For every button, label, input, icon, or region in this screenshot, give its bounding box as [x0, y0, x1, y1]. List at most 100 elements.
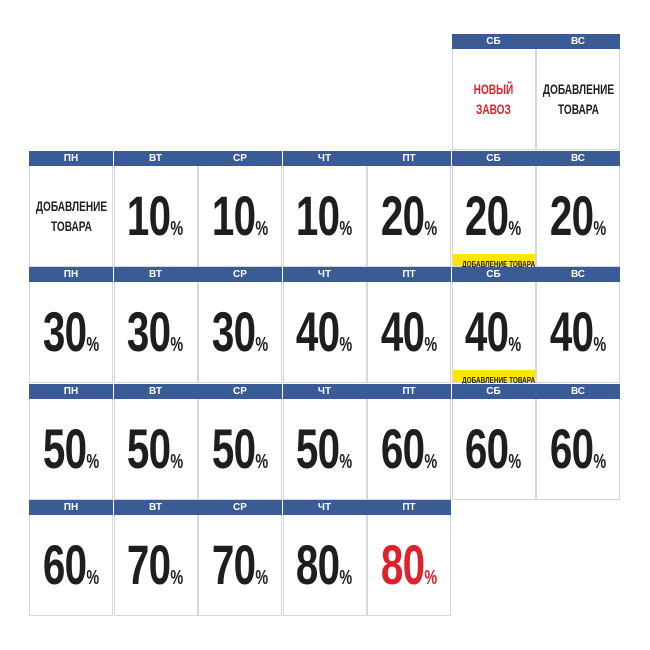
discount-value: 60%: [550, 421, 606, 477]
discount-value: 60%: [43, 537, 99, 593]
day-cell: ПТ 60%: [367, 384, 451, 500]
discount-number: 70: [127, 533, 171, 596]
percent-sign: %: [593, 218, 607, 240]
day-cell: ПН 60%: [29, 500, 113, 616]
day-cell: ВТ 30%: [113, 267, 198, 383]
percent-sign: %: [339, 567, 353, 589]
note-line: ТОВАРА: [557, 101, 599, 117]
discount-value: 10%: [212, 188, 268, 244]
day-header: ПН: [29, 267, 113, 282]
percent-sign: %: [424, 567, 438, 589]
discount-number: 60: [465, 417, 509, 480]
day-header: ВС: [536, 384, 620, 399]
cell-content: 50%: [199, 399, 281, 499]
cell-content: 60%: [453, 399, 535, 499]
discount-number: 20: [549, 184, 594, 247]
cell-content: 30%: [199, 282, 281, 382]
day-cell: ВТ 70%: [113, 500, 198, 616]
day-cell: ВС 20%: [536, 151, 620, 267]
discount-value: 10%: [296, 188, 352, 244]
cell-content: 70%: [199, 515, 281, 615]
percent-sign: %: [424, 334, 438, 356]
day-header: СР: [198, 151, 282, 166]
discount-value: 20%: [465, 188, 521, 244]
discount-value: 70%: [212, 537, 268, 593]
day-cell: ПН 50%: [29, 384, 113, 500]
cell-content: 30%: [30, 282, 112, 382]
cell-content: 50%: [30, 399, 112, 499]
day-header: ПН: [29, 500, 113, 515]
discount-value: 50%: [43, 421, 99, 477]
day-cell: СБ 60%: [451, 384, 536, 500]
discount-value: 20%: [550, 188, 606, 244]
discount-number: 50: [211, 417, 256, 480]
discount-value: 30%: [43, 304, 99, 360]
discount-value: 50%: [127, 421, 183, 477]
cell-content: 60%: [30, 515, 112, 615]
note-line: ДОБАВЛЕНИЕ: [542, 81, 614, 97]
day-header: ВТ: [113, 500, 198, 515]
percent-sign: %: [255, 334, 269, 356]
badge-text: ДОБАВЛЕНИЕ ТОВАРА: [461, 260, 535, 269]
percent-sign: %: [170, 451, 184, 473]
cell-content: 50%: [115, 399, 197, 499]
discount-number: 10: [296, 184, 340, 247]
day-cell: СБ НОВЫЙ ЗАВОЗ: [451, 34, 536, 150]
day-header: СБ: [451, 267, 536, 282]
cell-content: 10%: [115, 166, 197, 266]
percent-sign: %: [170, 334, 184, 356]
day-header: СР: [198, 267, 282, 282]
day-header: ЧТ: [282, 384, 367, 399]
cell-note: ДОБАВЛЕНИЕ ТОВАРА: [542, 79, 613, 119]
day-header: ЧТ: [282, 267, 367, 282]
cell-content: 40%: [537, 282, 619, 382]
day-header: СБ: [451, 151, 536, 166]
discount-number: 40: [380, 300, 425, 363]
cell-content: 10%: [284, 166, 366, 266]
cell-note: ДОБАВЛЕНИЕ ТОВАРА: [35, 196, 106, 236]
day-header: ПН: [29, 151, 113, 166]
percent-sign: %: [339, 218, 353, 240]
discount-value: 70%: [127, 537, 183, 593]
percent-sign: %: [339, 334, 353, 356]
day-cell: ВС 60%: [536, 384, 620, 500]
day-header: ПН: [29, 384, 113, 399]
cell-content: 20%: [368, 166, 450, 266]
day-header: ВС: [536, 34, 620, 49]
day-header: ПТ: [367, 500, 451, 515]
day-cell: ЧТ 40%: [282, 267, 367, 383]
discount-value: 20%: [381, 188, 437, 244]
percent-sign: %: [86, 451, 100, 473]
discount-value: 40%: [465, 304, 521, 360]
discount-number: 50: [42, 417, 87, 480]
percent-sign: %: [255, 451, 269, 473]
day-header: ЧТ: [282, 500, 367, 515]
discount-value: 80%: [381, 537, 437, 593]
note-line: ТОВАРА: [50, 218, 92, 234]
discount-number: 20: [380, 184, 425, 247]
day-cell: ВС ДОБАВЛЕНИЕ ТОВАРА: [536, 34, 620, 150]
cell-content: 30%: [115, 282, 197, 382]
day-header: ВТ: [113, 151, 198, 166]
day-cell: ЧТ 50%: [282, 384, 367, 500]
discount-number: 40: [296, 300, 340, 363]
percent-sign: %: [170, 567, 184, 589]
discount-value: 60%: [381, 421, 437, 477]
discount-value: 30%: [127, 304, 183, 360]
note-line: ДОБАВЛЕНИЕ: [35, 198, 107, 214]
percent-sign: %: [339, 451, 353, 473]
day-header: СБ: [451, 34, 536, 49]
cell-content: 40%: [368, 282, 450, 382]
cell-content: 20%: [453, 166, 535, 266]
discount-number: 50: [296, 417, 340, 480]
day-header: СР: [198, 384, 282, 399]
day-cell: ПТ 80%: [367, 500, 451, 616]
cell-content: 10%: [199, 166, 281, 266]
cell-content: ДОБАВЛЕНИЕ ТОВАРА: [30, 166, 112, 266]
day-header: ПТ: [367, 267, 451, 282]
percent-sign: %: [424, 451, 438, 473]
discount-value: 50%: [296, 421, 352, 477]
discount-number: 30: [42, 300, 87, 363]
discount-number: 20: [465, 184, 509, 247]
cell-content: 80%: [284, 515, 366, 615]
